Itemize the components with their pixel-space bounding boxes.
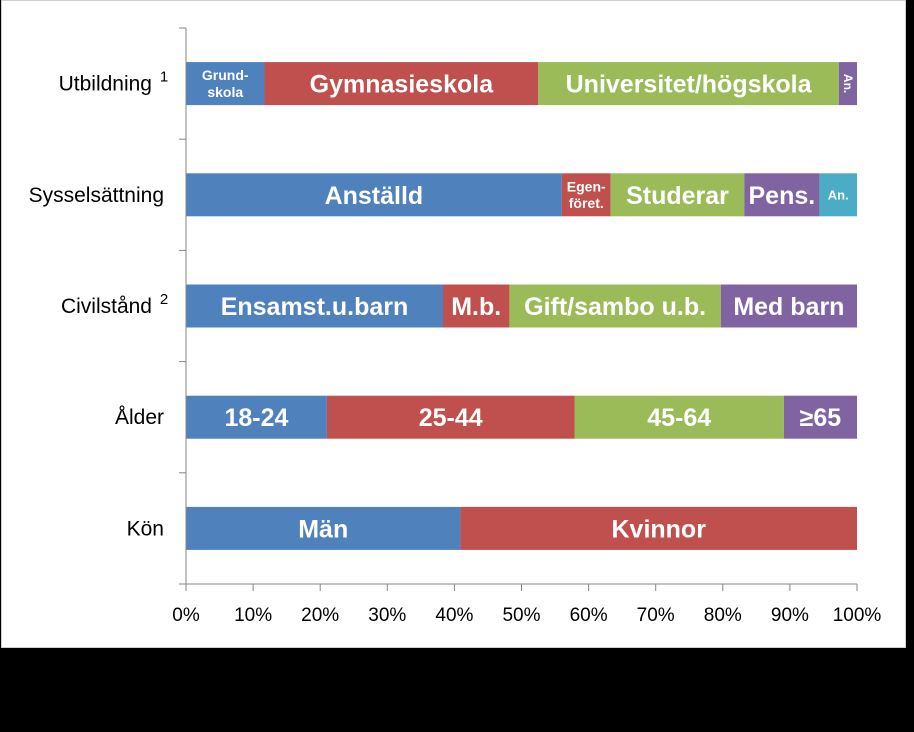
bar-segment [186,506,461,550]
segment-label: Pens. [748,182,815,210]
x-tick-label: 50% [502,605,540,626]
category-label: Kön [127,517,164,540]
segment-label: ≥65 [800,404,842,432]
category-footnote: 1 [160,69,168,86]
segment-label-line: Grund- [202,67,249,83]
x-tick-label: 80% [704,605,742,626]
segment-label: 25-44 [419,404,483,432]
category-label: Sysselsättning [29,184,164,207]
segment-label: Kvinnor [611,515,706,543]
segment-label: Studerar [626,182,729,210]
segment-label-line: skola [207,84,243,100]
x-tick-label: 60% [570,605,608,626]
segment-label: Gymnasieskola [310,71,495,99]
bar-segment [186,173,562,217]
segment-label: Ensamst.u.barn [221,293,409,321]
bar-segment [574,395,784,439]
x-tick-label: 90% [771,605,809,626]
x-tick-label: 30% [368,605,406,626]
x-tick-label: 10% [234,605,272,626]
labels-group: 0% 10% 20% 30% 40% 50% 60% 70% 80% 90% 100% Utbildn… [29,67,882,626]
x-tick-label: 70% [637,605,675,626]
bar-segment [538,62,839,106]
x-tick-label: 0% [172,605,200,626]
segment-label: 18-24 [224,404,288,432]
bar-segment [838,62,857,106]
x-tick-label: 100% [833,605,882,626]
axes-group [179,27,858,591]
bars-group [186,62,857,550]
segment-label: M.b. [451,293,501,321]
category-label: Utbildning [59,73,152,96]
bar-segment [460,506,857,550]
bar-segment [720,284,857,328]
bar-segment [744,173,820,217]
stacked-bar-chart: 0% 10% 20% 30% 40% 50% 60% 70% 80% 90% 100% Utbildn… [29,27,882,626]
bar-segment [186,284,443,328]
bar-segment [186,395,327,439]
segment-label-line: Egen- [567,178,606,194]
x-tick-label: 20% [301,605,339,626]
segment-label: An. [828,187,849,202]
bar-segment [509,284,721,328]
bar-segment [561,173,611,217]
bar-segment [326,395,575,439]
segment-label: Män [298,515,348,543]
bar-segment [442,284,510,328]
bar-segment [783,395,857,439]
category-label: Civilstånd [61,295,152,318]
segment-label-line: föret. [569,195,604,211]
bar-segment [610,173,745,217]
bar-segment [264,62,539,106]
category-label: Ålder [115,406,164,429]
segment-label: 45-64 [647,404,711,432]
segment-label: Universitet/högskola [566,71,813,99]
x-tick-label: 40% [435,605,473,626]
segment-label: Anställd [325,182,424,210]
segment-label: Gift/sambo u.b. [524,293,706,321]
bar-segment [186,62,265,106]
segment-label: An. [841,74,855,93]
segment-label: Med barn [733,293,844,321]
chart-frame: 0% 10% 20% 30% 40% 50% 60% 70% 80% 90% 100% Utbildn… [1,0,906,648]
category-footnote: 2 [160,291,168,308]
bar-segment [819,173,857,217]
